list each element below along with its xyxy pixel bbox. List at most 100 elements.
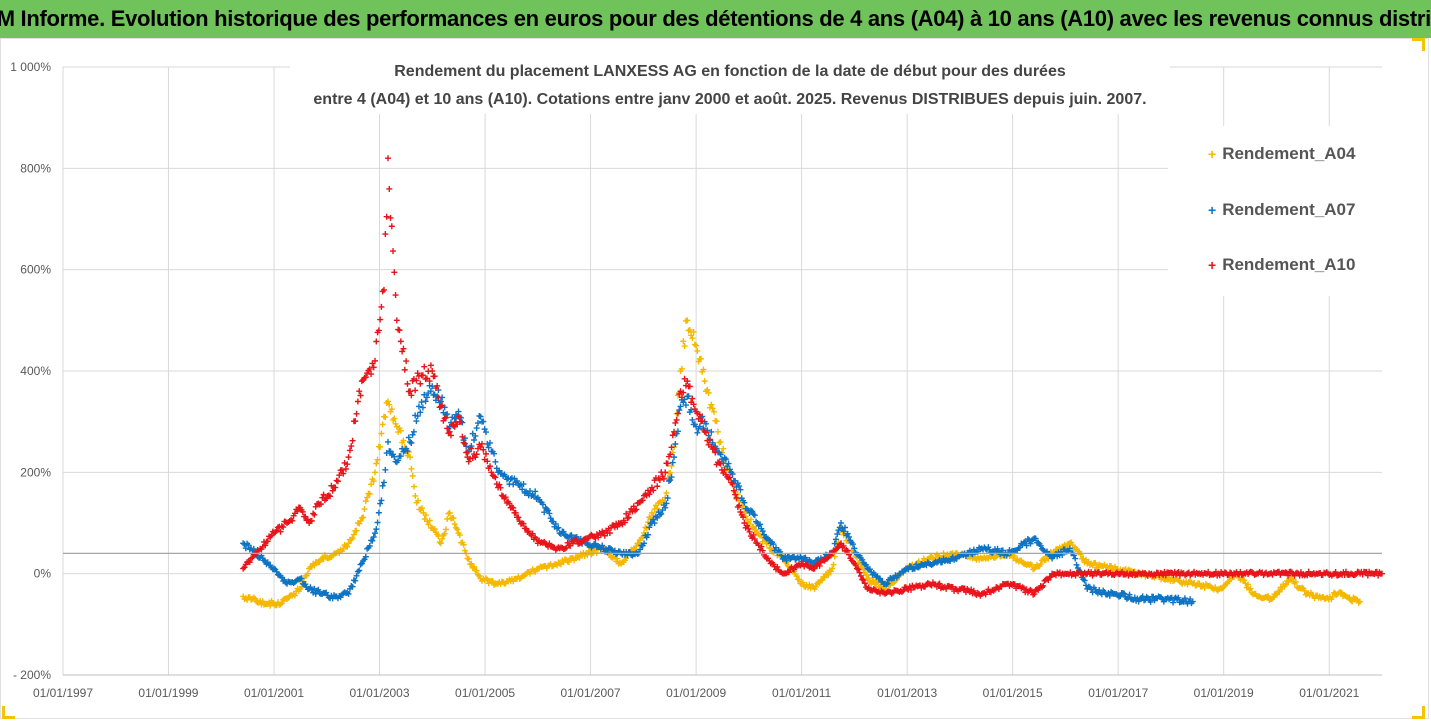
interp-point [487,439,494,446]
interp-point [478,440,485,447]
interp-point [349,437,356,444]
interp-point [1126,591,1133,598]
interp-point [690,328,697,335]
interp-point [663,490,670,497]
x-tick-label: 01/01/2015 [983,686,1043,700]
interp-point [666,478,673,484]
interp-point [289,517,296,524]
data-point [811,565,818,572]
interp-point [1246,586,1253,593]
interp-point [729,470,736,477]
interp-point [1016,544,1023,551]
interp-point [439,402,446,409]
interp-point [821,574,828,581]
interp-point [342,465,349,472]
interp-point [354,398,361,405]
interp-point [1072,555,1079,562]
interp-point [346,447,353,454]
interp-point [1092,559,1099,566]
interp-point [555,524,562,531]
interp-point [246,559,253,566]
interp-point [414,413,421,420]
interp-point [397,453,404,460]
interp-point [770,541,777,548]
interp-point [546,510,553,517]
interp-point [388,406,395,413]
data-point [385,398,392,405]
interp-point [400,345,407,352]
interp-point [689,395,696,402]
interp-point [730,487,737,494]
interp-point [1355,599,1362,606]
interp-point [539,501,546,508]
interp-point [334,478,341,485]
interp-point [481,426,488,433]
data-point [455,413,462,420]
interp-point [362,553,369,560]
interp-point [915,564,922,571]
interp-point [1023,542,1030,549]
interp-point [840,542,847,549]
interp-point [529,530,536,537]
interp-point [866,566,873,573]
interp-point [382,414,389,421]
interp-point [664,495,671,502]
interp-point [378,303,385,310]
interp-point [353,410,360,417]
interp-point [423,394,430,401]
legend-label-a07: Rendement_A07 [1222,200,1356,219]
interp-point [327,493,334,500]
interp-point [656,476,663,483]
interp-point [278,600,285,607]
interp-point [717,460,724,467]
interp-point [855,566,862,573]
data-point [446,509,453,516]
interp-point [410,428,417,435]
interp-point [667,451,674,458]
interp-point [667,477,674,484]
interp-point [830,561,837,568]
interp-point [751,512,758,519]
interp-point [413,377,420,384]
interp-point [409,472,416,479]
interp-point [1040,582,1047,589]
interp-point [845,551,852,558]
y-tick-labels: - 200% 0% 200% 400% 600% 800% 1 000% [10,60,51,682]
interp-point [726,474,733,481]
data-point [372,469,379,476]
interp-point [388,223,395,230]
interp-point [852,562,859,569]
interp-point [668,462,675,469]
interp-point [936,580,943,587]
interp-point [712,449,719,456]
interp-point [378,430,385,437]
interp-point [604,549,611,556]
interp-point [353,527,360,534]
data-point [372,357,379,364]
interp-point [375,327,382,334]
interp-point [463,449,470,456]
interp-point [377,316,384,323]
y-tick-label: 0% [34,567,52,581]
interp-point [454,526,461,533]
y-tick-label: - 200% [13,668,51,682]
interp-point [360,514,367,521]
interp-point [344,543,351,550]
interp-point [447,432,454,439]
interp-point [471,436,478,443]
interp-point [672,419,679,426]
interp-point [427,362,434,369]
interp-point [1351,572,1358,579]
interp-point [654,514,661,521]
data-point [385,155,392,162]
interp-point [273,527,280,534]
interp-point [404,380,411,387]
interp-point [1342,568,1349,575]
interp-point [650,487,657,494]
interp-point [320,491,327,498]
interp-point [353,572,360,579]
interp-point [459,433,466,440]
data-point [437,403,444,410]
interp-point [414,497,421,504]
interp-point [676,407,683,414]
